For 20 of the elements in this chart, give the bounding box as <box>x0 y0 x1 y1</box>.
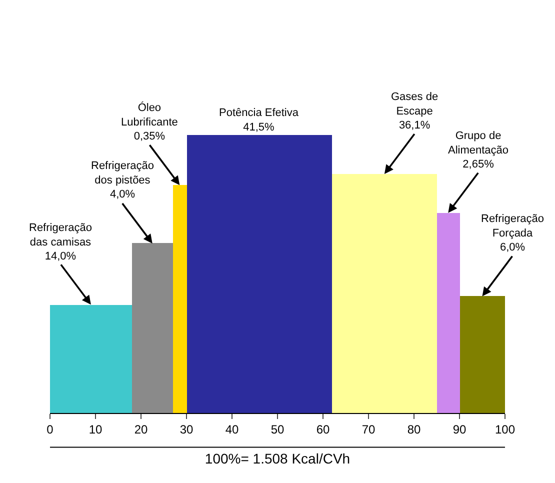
annotation: Refrigeração das camisas 14,0% <box>29 222 92 263</box>
x-tick-label: 80 <box>407 422 421 436</box>
x-axis-title: 100%= 1.508 Kcal/CVh <box>204 450 350 467</box>
annotation: Grupo de Alimentação 2,65% <box>448 130 509 171</box>
annotation: Óleo Lubrificante 0,35% <box>121 101 178 143</box>
x-tick-label: 90 <box>452 422 466 436</box>
x-tick-label: 40 <box>225 422 239 436</box>
x-tick-label: 20 <box>134 422 148 436</box>
x-tick-label: 70 <box>362 422 376 436</box>
x-tick-label: 60 <box>316 422 330 436</box>
x-tick-label: 100 <box>494 422 516 436</box>
annotation: Refrigeração Forçada 6,0% <box>481 213 544 254</box>
bar <box>460 296 505 413</box>
x-tick-label: 10 <box>88 422 102 436</box>
x-tick-label: 50 <box>270 422 284 436</box>
annotation: Refrigeração dos pistões 4,0% <box>91 160 154 201</box>
x-tick-label: 0 <box>46 422 54 436</box>
text: Gases de Escape 36,1% <box>391 91 438 132</box>
x-tick-label: 30 <box>180 422 194 436</box>
text: Potência Efetiva 41,5% <box>219 107 300 134</box>
